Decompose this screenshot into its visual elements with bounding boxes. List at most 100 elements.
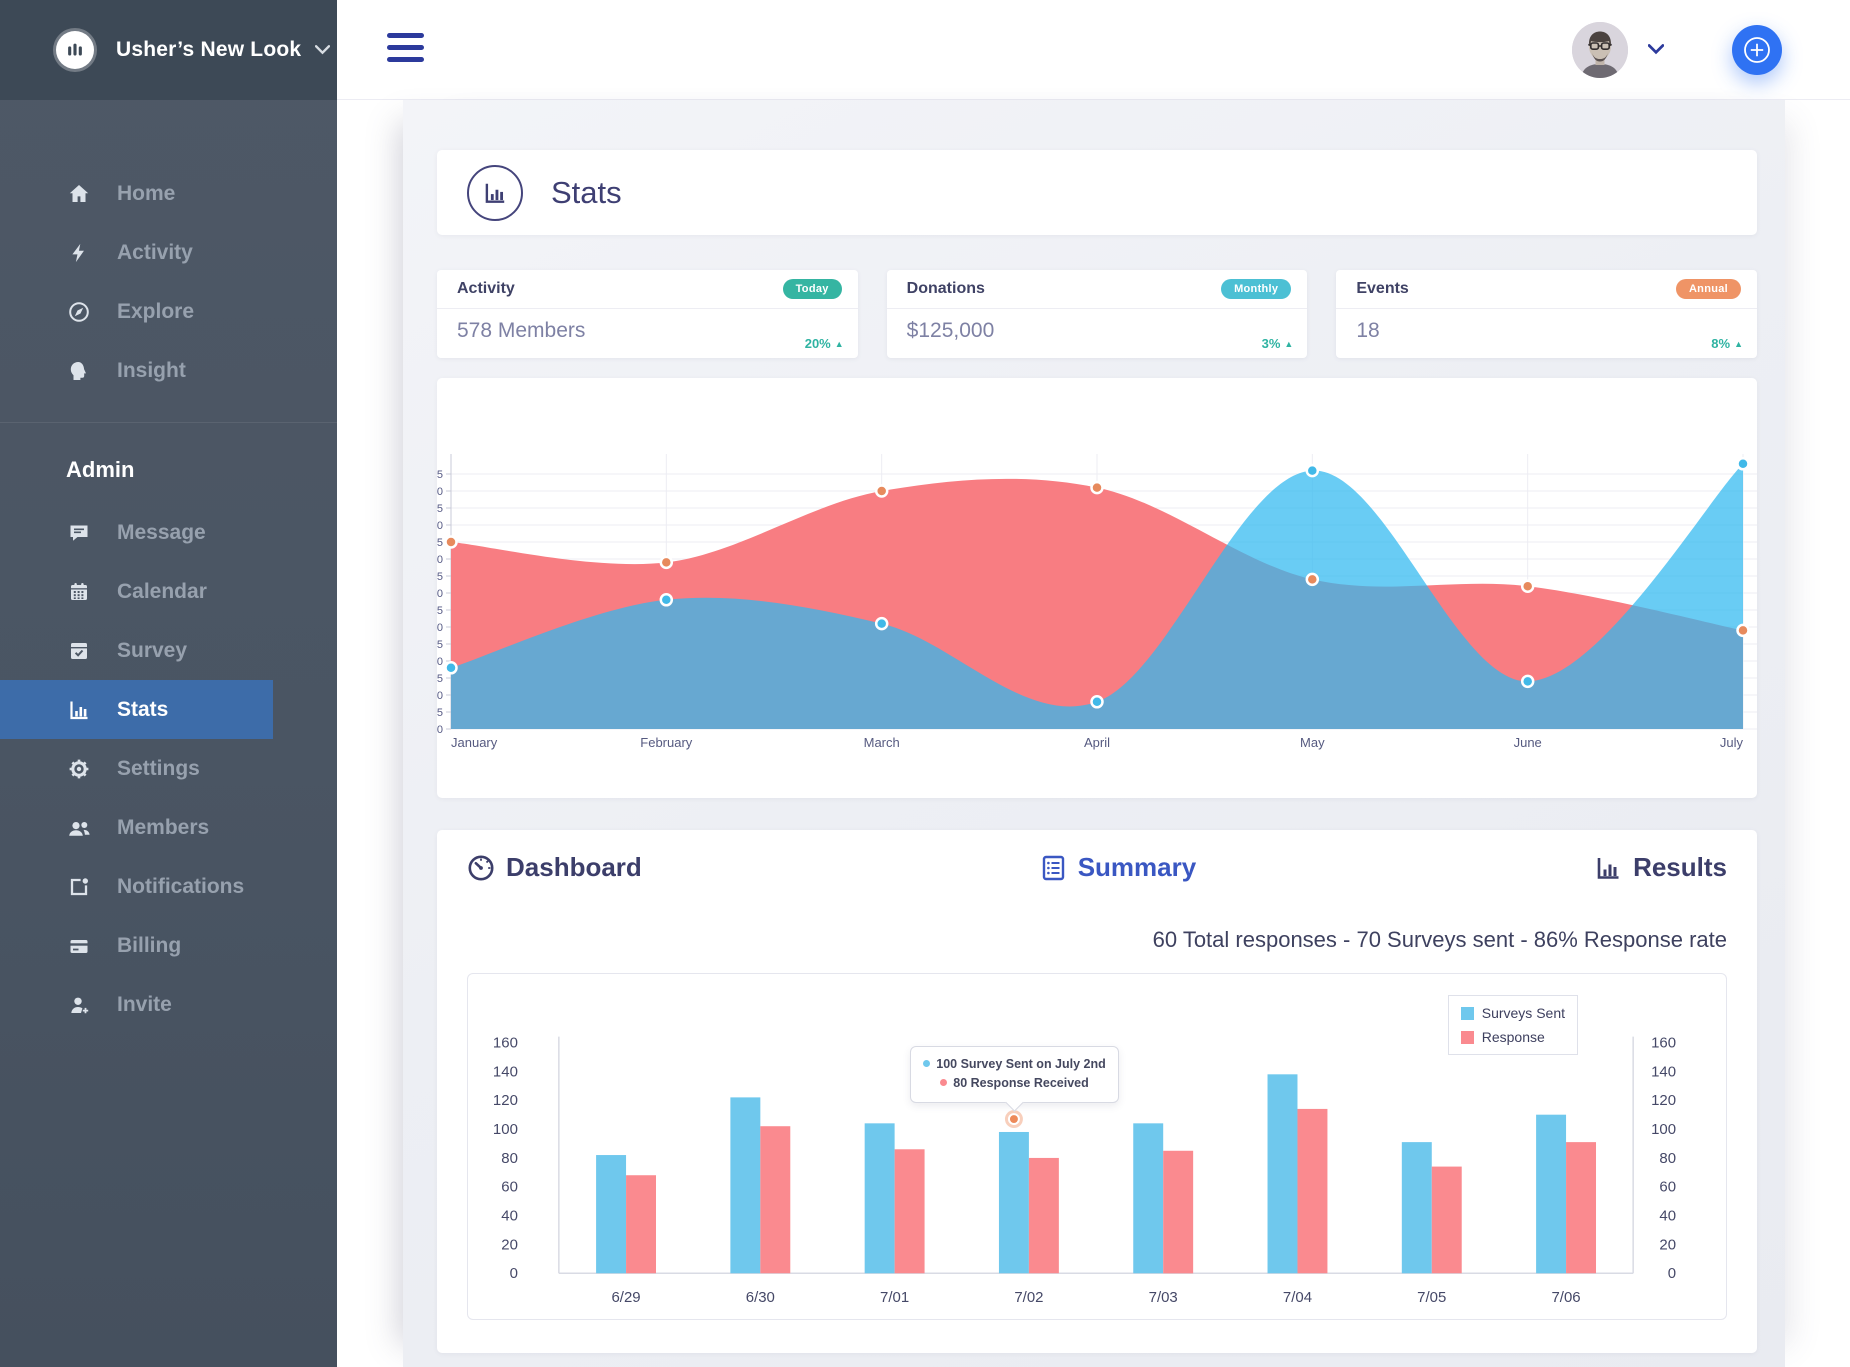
stat-delta: 8% ▲: [1711, 336, 1744, 351]
stat-value: 18: [1356, 319, 1380, 342]
svg-text:60: 60: [1659, 1179, 1676, 1196]
sidebar-item-label: Invite: [117, 992, 172, 1016]
stat-card-events: Events Annual 18 8% ▲: [1336, 270, 1758, 358]
topbar: [337, 0, 1850, 100]
tab-dashboard[interactable]: Dashboard: [467, 852, 642, 883]
sidebar-item-insight[interactable]: Insight: [0, 341, 337, 400]
stat-label: Activity: [457, 280, 515, 297]
tab-results[interactable]: Results: [1594, 852, 1727, 883]
svg-text:50: 50: [437, 588, 443, 600]
svg-text:80: 80: [437, 486, 443, 498]
svg-text:7/04: 7/04: [1283, 1289, 1312, 1306]
svg-text:15: 15: [437, 707, 443, 719]
brand-name: Usher’s New Look: [116, 38, 302, 61]
svg-text:60: 60: [501, 1179, 518, 1196]
tooltip-bullet-red: [940, 1079, 948, 1087]
insight-head-icon: [66, 359, 92, 383]
sidebar-item-label: Insight: [117, 358, 186, 382]
svg-text:80: 80: [1659, 1150, 1676, 1167]
svg-text:July: July: [1720, 735, 1744, 750]
sidebar-item-label: Message: [117, 520, 206, 544]
sidebar-header[interactable]: Usher’s New Look: [0, 0, 337, 100]
brand-chevron-down-icon[interactable]: [315, 45, 331, 55]
credit-card-icon: [66, 934, 92, 958]
area-chart: 10 15 20 25 30 35 40 45 50 55 60 65 70 75 80 85 January F…: [437, 454, 1757, 750]
svg-text:20: 20: [437, 690, 443, 702]
sidebar-item-activity[interactable]: Activity: [0, 223, 337, 282]
list-icon: [1042, 855, 1064, 880]
up-arrow-icon: ▲: [834, 339, 844, 349]
up-arrow-icon: ▲: [1734, 339, 1744, 349]
tooltip-bullet-blue: [923, 1059, 931, 1067]
avatar-chevron-down-icon[interactable]: [1647, 42, 1665, 60]
tab-label: Results: [1633, 852, 1727, 882]
svg-text:7/01: 7/01: [880, 1289, 909, 1306]
svg-text:0: 0: [1668, 1265, 1676, 1282]
svg-text:May: May: [1300, 735, 1325, 750]
tab-label: Summary: [1077, 852, 1197, 882]
sidebar-item-survey[interactable]: Survey: [0, 621, 337, 680]
sidebar-item-members[interactable]: Members: [0, 798, 337, 857]
svg-text:60: 60: [437, 554, 443, 566]
svg-text:30: 30: [437, 656, 443, 668]
svg-text:25: 25: [437, 673, 443, 685]
add-button[interactable]: [1732, 25, 1782, 75]
svg-text:20: 20: [501, 1236, 518, 1253]
svg-text:100: 100: [493, 1121, 518, 1138]
tab-summary[interactable]: Summary: [1040, 852, 1197, 883]
chart-legend: Surveys Sent Response: [1447, 995, 1578, 1055]
sidebar-item-settings[interactable]: Settings: [0, 739, 337, 798]
gear-icon: [66, 757, 92, 781]
svg-text:10: 10: [437, 724, 443, 736]
lightning-icon: [66, 241, 92, 265]
status-badge: Annual: [1675, 279, 1742, 299]
sidebar-item-label: Home: [117, 181, 176, 205]
sidebar-item-billing[interactable]: Billing: [0, 916, 337, 975]
compass-icon: [66, 300, 92, 324]
sidebar-item-label: Billing: [117, 933, 182, 957]
survey-results-card: Dashboard Summary Results 60 Total respo…: [437, 830, 1757, 1353]
content-panel: Stats Activity Today 578 Members 20% ▲ Do…: [403, 100, 1785, 1367]
sidebar: Usher’s New Look Home Activity Explore I…: [0, 0, 337, 1367]
sidebar-item-label: Settings: [117, 756, 200, 780]
bar-chart-panel: 0 0 20 20 40 40 60 60 80 80 100 100 120 120 140 140 160 1…: [467, 973, 1727, 1320]
sidebar-item-explore[interactable]: Explore: [0, 282, 337, 341]
sidebar-item-calendar[interactable]: Calendar: [0, 562, 337, 621]
svg-text:120: 120: [1651, 1092, 1676, 1109]
sidebar-item-label: Explore: [117, 299, 195, 323]
svg-text:140: 140: [493, 1063, 518, 1080]
sidebar-item-home[interactable]: Home: [0, 164, 337, 223]
notifications-icon: [66, 875, 92, 899]
user-avatar[interactable]: [1572, 22, 1628, 78]
svg-text:160: 160: [493, 1035, 518, 1052]
sidebar-item-stats[interactable]: Stats: [0, 680, 273, 739]
svg-text:20: 20: [1659, 1236, 1676, 1253]
chart-tooltip: 100 Survey Sent on July 2nd 80 Response …: [910, 1045, 1119, 1103]
sidebar-nav: Home Activity Explore Insight Admin Mess…: [0, 100, 337, 1034]
sidebar-item-invite[interactable]: Invite: [0, 975, 337, 1034]
stat-label: Donations: [906, 280, 985, 297]
svg-text:40: 40: [501, 1208, 518, 1225]
gauge-icon: [468, 855, 494, 880]
legend-item-surveys-sent: Surveys Sent: [1460, 1005, 1565, 1021]
sidebar-item-label: Activity: [117, 240, 193, 264]
svg-text:40: 40: [1659, 1208, 1676, 1225]
home-icon: [66, 182, 92, 206]
sidebar-item-notifications[interactable]: Notifications: [0, 857, 337, 916]
sidebar-item-message[interactable]: Message: [0, 503, 337, 562]
sidebar-item-label: Survey: [117, 638, 188, 662]
menu-hamburger-icon[interactable]: [387, 33, 424, 62]
svg-text:June: June: [1514, 735, 1542, 750]
up-arrow-icon: ▲: [1284, 339, 1294, 349]
svg-text:7/03: 7/03: [1149, 1289, 1178, 1306]
stat-value: $125,000: [906, 319, 995, 342]
tabs-row: Dashboard Summary Results: [467, 852, 1727, 883]
legend-swatch: [1460, 1030, 1474, 1044]
svg-text:0: 0: [510, 1265, 518, 1282]
svg-text:January: January: [451, 735, 498, 750]
svg-text:6/30: 6/30: [746, 1289, 775, 1306]
members-icon: [66, 816, 92, 840]
svg-text:75: 75: [437, 503, 443, 515]
stat-value: 578 Members: [457, 319, 586, 342]
